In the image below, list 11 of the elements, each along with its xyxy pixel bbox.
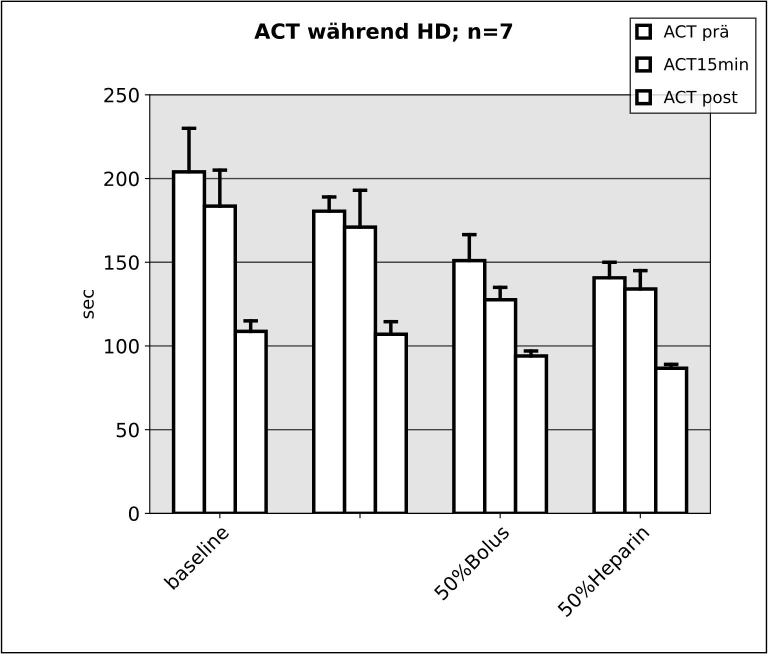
y-tick-label: 200: [104, 172, 139, 186]
chart-title: ACT während HD; n=7: [254, 22, 512, 42]
legend-label: ACT post: [664, 90, 738, 107]
y-tick-label: 50: [116, 422, 139, 438]
y-tick-label: 100: [105, 338, 139, 354]
y-tick-label: 150: [105, 255, 139, 270]
legend-label: ACT prä: [664, 24, 728, 41]
y-axis-title: sec: [84, 290, 94, 318]
y-tick-label: 0: [128, 506, 139, 522]
y-tick-label: 250: [104, 88, 139, 102]
legend-label: ACT15min: [664, 58, 748, 71]
